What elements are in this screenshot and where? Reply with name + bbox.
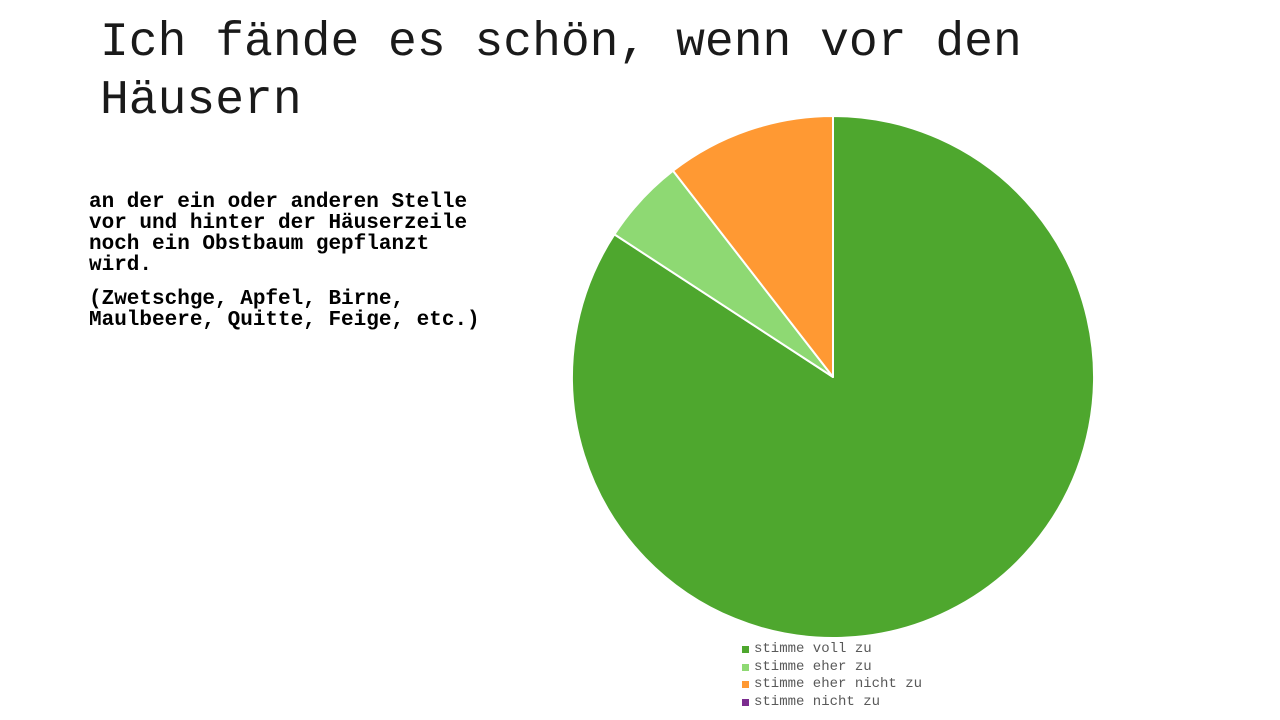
body-paragraph-2: (Zwetschge, Apfel, Birne, Maulbeere, Qui…	[89, 288, 480, 332]
body-text: an der ein oder anderen Stelle vor und h…	[89, 192, 489, 344]
legend-item: stimme eher nicht zu	[742, 676, 922, 694]
slide-title: Ich fände es schön, wenn vor den Häusern	[100, 16, 1022, 128]
legend-swatch	[742, 681, 749, 689]
legend-item: stimme voll zu	[742, 641, 922, 659]
legend-label: stimme voll zu	[754, 641, 872, 657]
legend-item: stimme eher zu	[742, 659, 922, 677]
legend-swatch	[742, 646, 749, 654]
legend-swatch	[742, 663, 749, 671]
legend-label: stimme eher nicht zu	[754, 676, 923, 692]
pie-slice-3	[672, 115, 834, 378]
legend-swatch	[742, 698, 749, 706]
chart-legend: stimme voll zu stimme eher zu stimme ehe…	[742, 641, 922, 711]
body-paragraph-1: an der ein oder anderen Stelle vor und h…	[89, 191, 468, 277]
legend-item: stimme nicht zu	[742, 694, 922, 712]
legend-label: stimme nicht zu	[754, 693, 881, 710]
legend-label: stimme eher zu	[754, 658, 872, 675]
